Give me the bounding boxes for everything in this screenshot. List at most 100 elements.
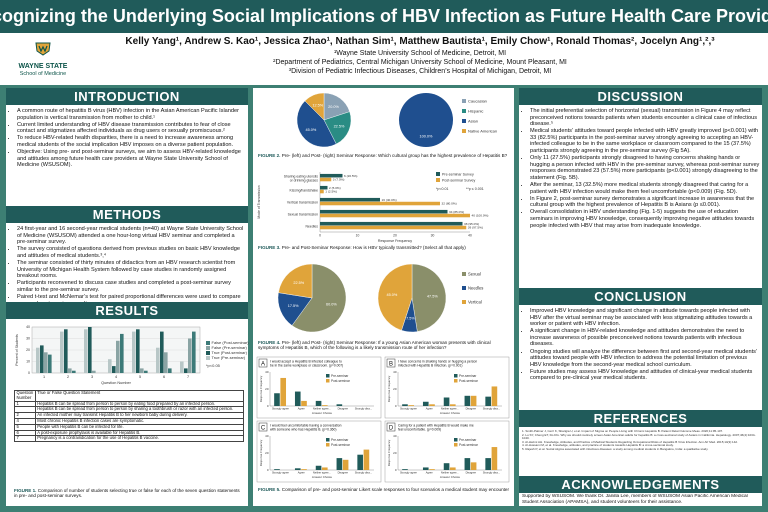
bar bbox=[108, 359, 112, 373]
discussion-body: The initial preferential selection of ho… bbox=[521, 108, 760, 284]
logo-line1: WAYNE STATE bbox=[18, 63, 68, 70]
intro-bullet: Current limited understanding of HBV dis… bbox=[17, 122, 246, 135]
caption-label: FIGURE 2. bbox=[258, 153, 281, 158]
legend-swatch bbox=[326, 379, 330, 383]
panel-letter-box bbox=[258, 422, 268, 432]
conclusion-body: Improved HBV knowledge and significant c… bbox=[521, 308, 760, 404]
bar bbox=[320, 209, 448, 214]
poster-title: Recognizing the Underlying Social Implic… bbox=[0, 6, 768, 26]
bar bbox=[40, 345, 44, 373]
bar bbox=[464, 395, 471, 406]
y-tick-label: 40 bbox=[265, 434, 269, 438]
legend-swatch bbox=[436, 178, 440, 182]
figure-3-caption: FIGURE 3. Pre- and Post-Seminar Response… bbox=[258, 245, 510, 250]
bar bbox=[491, 447, 498, 470]
caption-text: Pre- (left) and Post- (right) Seminar Re… bbox=[258, 340, 491, 351]
x-tick-label: Strongly disa… bbox=[355, 407, 373, 411]
methods-bullet: 24 first-year and 16 second-year medical… bbox=[17, 226, 246, 246]
x-tick-label: Disagree bbox=[466, 407, 477, 411]
data-label: 60.0% bbox=[326, 303, 337, 307]
methods-bullet: Participants reconvened to discuss case … bbox=[17, 280, 246, 293]
y-axis-label: Mode of Transmission bbox=[257, 185, 261, 218]
legend-label: Post-seminar bbox=[331, 443, 351, 447]
panel-title: I have concerns in shaking hands or hugg… bbox=[398, 360, 477, 364]
y-tick-label: 30 bbox=[26, 337, 30, 341]
table-cell: 7 bbox=[14, 435, 36, 443]
x-tick-label: 5 bbox=[139, 375, 141, 379]
caption-text: Comparison of pre- and post-seminar Like… bbox=[281, 487, 509, 492]
bar bbox=[301, 400, 307, 406]
x-tick-label: Strongly agree bbox=[400, 407, 417, 411]
bar bbox=[443, 397, 450, 406]
methods-bullet: The survey consisted of questions derive… bbox=[17, 246, 246, 259]
x-tick-label: Disagree bbox=[338, 471, 349, 475]
data-label: 7.5% bbox=[406, 317, 415, 321]
bar bbox=[363, 449, 370, 470]
data-label: 22.5% bbox=[293, 281, 304, 285]
bar bbox=[491, 386, 498, 406]
x-tick-label: 3 bbox=[91, 375, 93, 379]
data-label: 12.5% bbox=[312, 103, 323, 107]
x-tick-label: 6 bbox=[163, 375, 165, 379]
bar bbox=[136, 329, 140, 373]
caption-label: FIGURE 5. bbox=[258, 487, 281, 492]
caption-label: FIGURE 4. bbox=[258, 340, 281, 345]
legend-swatch bbox=[462, 129, 466, 133]
bar bbox=[116, 340, 120, 373]
y-axis-label: Percent of Students bbox=[15, 334, 19, 366]
y-tick-label: 20 bbox=[265, 387, 269, 391]
x-tick-label: Strongly agree bbox=[400, 471, 417, 475]
bar bbox=[450, 467, 456, 470]
data-label: 20.0% bbox=[328, 105, 339, 109]
y-axis-label: Response Frequency bbox=[259, 375, 263, 402]
y-tick-label: 0 bbox=[267, 468, 269, 472]
bar bbox=[140, 368, 144, 373]
bar bbox=[429, 469, 435, 470]
y-tick-label: 40 bbox=[265, 370, 269, 374]
bar bbox=[485, 458, 491, 470]
y-tick-label: 40 bbox=[26, 325, 30, 329]
data-label: 40 (100.0%) bbox=[472, 214, 489, 218]
conclusion-bullet: Ongoing studies will analyze the differe… bbox=[530, 349, 760, 369]
bar bbox=[342, 459, 349, 470]
data-label: 22.5% bbox=[334, 124, 345, 128]
bar bbox=[450, 404, 456, 406]
university-logo: WAYNE STATE School of Medicine bbox=[8, 42, 78, 82]
bar bbox=[164, 352, 168, 373]
x-axis-label: Question Number bbox=[101, 381, 131, 385]
y-tick-label: 0 bbox=[395, 404, 397, 408]
conclusion-bullet: Improved HBV knowledge and significant c… bbox=[530, 308, 760, 328]
legend-swatch bbox=[326, 374, 330, 378]
references-body: 1. Smith-Palmer J, Cerri K, Sbarigia U, … bbox=[522, 430, 759, 472]
data-label: 6 (20.5%) bbox=[344, 174, 357, 178]
bar bbox=[402, 404, 408, 406]
x-tick-label: Disagree bbox=[338, 407, 349, 411]
bar bbox=[464, 458, 471, 470]
pre-pie-slice bbox=[291, 263, 347, 333]
bar bbox=[422, 467, 429, 470]
intro-bullet: To reduce HBV-related health disparities… bbox=[17, 135, 246, 148]
legend-label: Pre-seminar bbox=[331, 438, 349, 442]
x-tick-label: 0 bbox=[319, 234, 321, 238]
data-label: 3 (7.5%) bbox=[333, 178, 345, 182]
legend-label: Post-seminar bbox=[331, 379, 351, 383]
legend-swatch bbox=[462, 99, 466, 103]
category-label: or drinking glasses bbox=[290, 178, 319, 182]
legend-swatch bbox=[462, 272, 466, 276]
bar bbox=[88, 327, 92, 373]
panel-letter-box bbox=[386, 358, 396, 368]
bar bbox=[48, 354, 52, 373]
discussion-bullet: In Figure 2, post-seminar survey demonst… bbox=[530, 196, 760, 209]
p-value-label: **p ≤ 0.001 bbox=[466, 187, 484, 191]
bar bbox=[408, 405, 415, 406]
category-label: Sharing eating utensils bbox=[284, 174, 319, 178]
conclusion-heading: CONCLUSION bbox=[519, 288, 762, 305]
bar bbox=[320, 225, 467, 230]
bar bbox=[315, 400, 322, 406]
bar bbox=[84, 329, 88, 373]
reference-item: 4. Al-Hussami M, et al. Knowledge, attit… bbox=[522, 443, 674, 448]
bar bbox=[320, 185, 328, 190]
legend-label: True (Post-seminar) bbox=[211, 350, 247, 355]
bar bbox=[160, 331, 164, 373]
